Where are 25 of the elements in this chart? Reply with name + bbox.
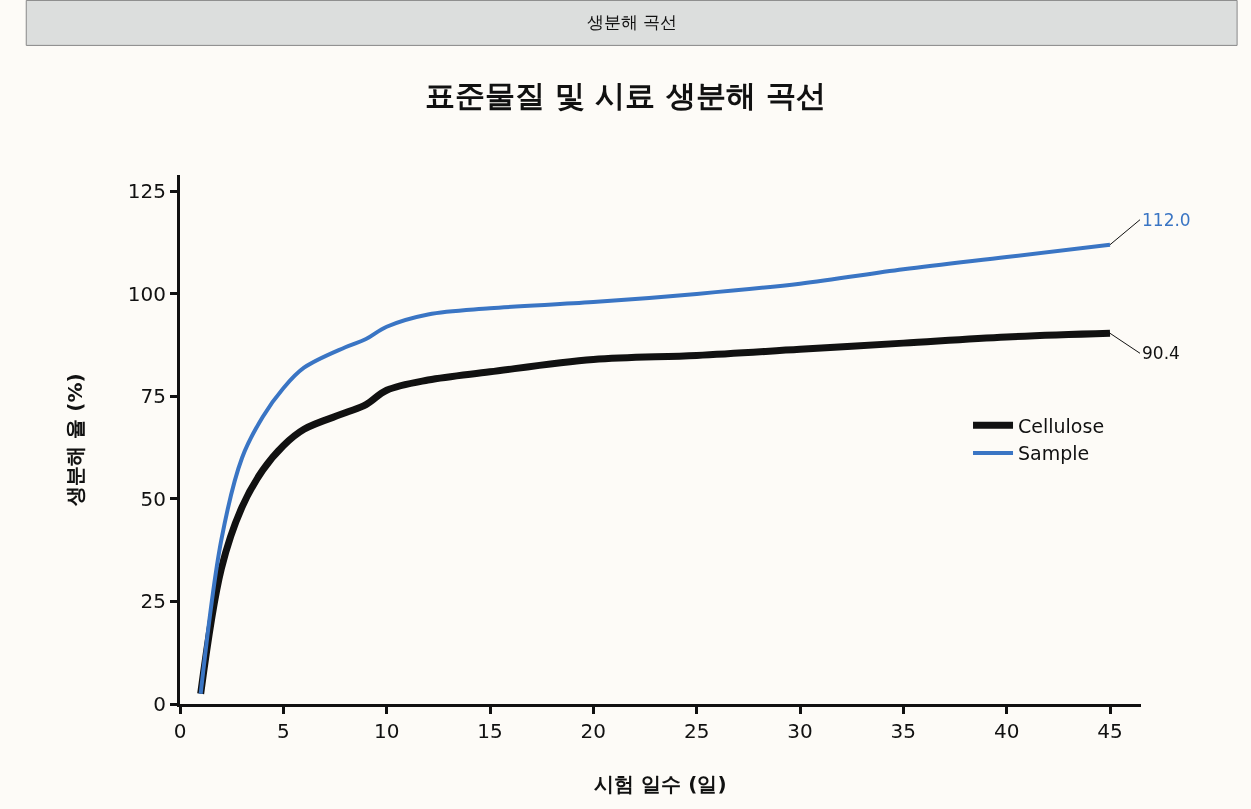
x-tick-label: 0 — [173, 719, 187, 743]
annotation: 90.4 — [1142, 343, 1180, 363]
line-series — [198, 242, 1112, 696]
x-tick-label: 35 — [890, 719, 917, 743]
y-axis-title: 생분해 율 (%) — [63, 373, 88, 507]
chart-subtitle: 생분해 곡선 — [587, 12, 678, 32]
legend-label: Sample — [1018, 442, 1090, 465]
y-tick-label: 100 — [127, 281, 166, 306]
x-tick-label: 10 — [373, 719, 400, 743]
y-tick-label: 75 — [140, 384, 166, 409]
x-tick-label: 20 — [580, 719, 607, 743]
x-tick-label: 40 — [993, 719, 1020, 743]
x-tick-label: 5 — [276, 719, 290, 743]
annotation: 112.0 — [1142, 210, 1191, 230]
chart-title: 표준물질 및 시료 생분해 곡선 — [424, 77, 827, 113]
y-tick-label: 50 — [140, 486, 166, 511]
y-tick-label: 0 — [153, 692, 166, 716]
x-axis-title: 시험 일수 (일) — [594, 771, 727, 796]
legend-label: Cellulose — [1018, 414, 1105, 437]
x-tick-label: 45 — [1097, 719, 1123, 743]
x-tick-label: 25 — [683, 719, 710, 743]
x-tick-label: 15 — [477, 719, 503, 743]
y-tick-label: 25 — [140, 589, 166, 614]
x-tick-label: 30 — [787, 719, 813, 743]
y-tick-label: 125 — [127, 179, 166, 204]
